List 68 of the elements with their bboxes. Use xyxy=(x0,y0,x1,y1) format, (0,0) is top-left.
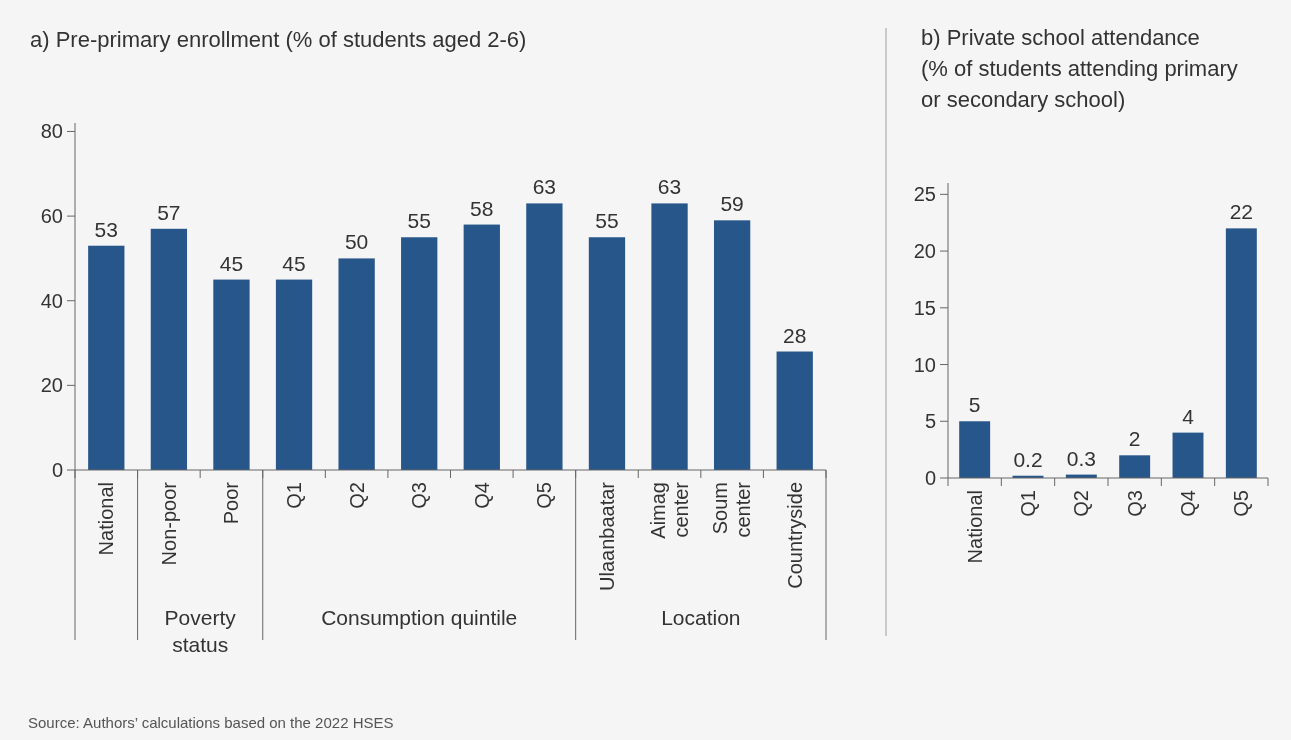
x-tick-label: Q3 xyxy=(408,482,431,509)
x-tick-label: Aimag center xyxy=(646,481,692,539)
data-label: 55 xyxy=(595,209,619,233)
x-tick-label: Q2 xyxy=(345,482,368,509)
data-label: 58 xyxy=(470,196,494,220)
data-label: 63 xyxy=(657,175,682,199)
x-tick-label: Q2 xyxy=(1070,490,1093,517)
x-tick-label: Q5 xyxy=(533,482,556,509)
text: Consumption quintile xyxy=(321,606,518,629)
bar xyxy=(588,237,626,470)
bar xyxy=(1172,432,1204,478)
x-tick-label: National xyxy=(95,482,118,556)
x-tick-label: Poor xyxy=(220,481,243,525)
y-tick-label: 20 xyxy=(913,240,936,263)
bar xyxy=(526,203,563,470)
x-tick-label: Q4 xyxy=(1177,490,1199,517)
data-label: 57 xyxy=(157,200,181,224)
bar xyxy=(713,220,751,470)
data-label: 0.3 xyxy=(1066,446,1096,470)
x-tick-label: Q4 xyxy=(470,482,493,509)
bar xyxy=(651,203,688,470)
data-label: 0.2 xyxy=(1013,447,1043,471)
y-tick-label: 60 xyxy=(40,205,63,228)
x-tick-label: Q3 xyxy=(1123,490,1146,517)
bar xyxy=(88,245,125,470)
y-tick-label: 0 xyxy=(924,467,936,489)
text: Location xyxy=(661,606,741,629)
data-label: 55 xyxy=(407,209,431,233)
bar xyxy=(1119,455,1151,478)
data-label: 5 xyxy=(968,393,981,417)
y-tick-label: 25 xyxy=(913,183,936,206)
data-label: 50 xyxy=(344,230,369,254)
data-label: 45 xyxy=(219,251,244,275)
bar xyxy=(776,351,813,470)
bar xyxy=(150,228,188,470)
bar xyxy=(1225,228,1257,478)
chart-title: a) Pre-primary enrollment (% of students aged 2-6) xyxy=(30,27,527,52)
bar xyxy=(213,279,250,470)
data-label: 59 xyxy=(720,192,744,216)
data-label: 53 xyxy=(94,217,118,241)
bar xyxy=(463,224,500,470)
data-label: 28 xyxy=(783,323,807,347)
data-label: 45 xyxy=(282,251,306,275)
y-tick-label: 40 xyxy=(40,289,63,312)
x-tick-label: National xyxy=(963,490,986,564)
chart-title: b) Private school attendance (% of students attending primary or secondary school) xyxy=(921,25,1238,112)
x-tick-label: Q1 xyxy=(283,482,306,509)
source-note: Source: Authors’ calculations based on the 2022 HSES xyxy=(28,714,394,731)
y-tick-label: 5 xyxy=(924,410,936,433)
x-tick-label: Ulaanbaatar xyxy=(595,481,618,591)
x-tick-label: Non-poor xyxy=(157,481,180,566)
y-tick-label: 20 xyxy=(40,374,63,397)
bar xyxy=(275,279,313,470)
bar xyxy=(401,237,438,470)
x-tick-label: Countryside xyxy=(783,482,806,589)
data-label: 22 xyxy=(1229,200,1254,224)
y-tick-label: 10 xyxy=(913,353,936,376)
bar xyxy=(338,258,375,470)
data-label: 4 xyxy=(1182,404,1195,428)
text: Poverty status xyxy=(164,606,237,656)
data-label: 2 xyxy=(1128,427,1141,451)
x-tick-label: Q1 xyxy=(1017,490,1039,517)
data-label: 63 xyxy=(532,175,557,199)
bar xyxy=(959,421,991,478)
y-tick-label: 0 xyxy=(51,459,63,481)
y-tick-label: 80 xyxy=(40,120,63,143)
y-tick-label: 15 xyxy=(913,296,936,319)
x-tick-label: Q5 xyxy=(1230,490,1253,517)
